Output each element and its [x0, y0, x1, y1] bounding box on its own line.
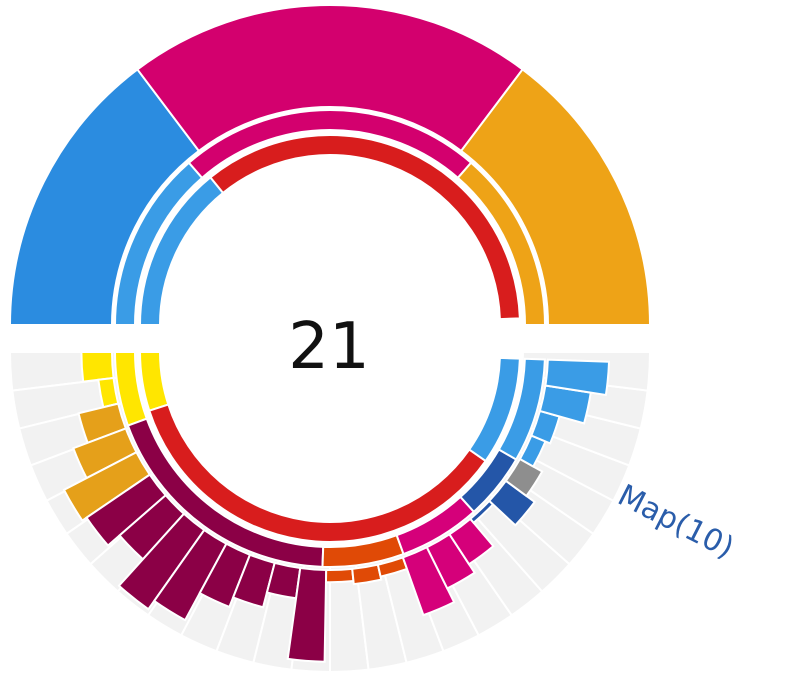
top-ring-layer	[8, 4, 652, 326]
center-value: 21	[288, 310, 370, 384]
top-segment-2[interactable]	[136, 4, 524, 153]
bottom-middle-segment-6[interactable]	[497, 357, 546, 461]
bottom-bar-15[interactable]	[351, 563, 383, 586]
bottom-bar-layer	[62, 351, 611, 663]
top-segment-8[interactable]	[209, 134, 521, 321]
bottom-bar-26[interactable]	[544, 358, 611, 397]
bottom-inner-segment-3[interactable]	[467, 356, 521, 463]
bottom-ring-layer	[113, 351, 546, 568]
bottom-bar-1[interactable]	[80, 351, 115, 383]
bottom-bar-14[interactable]	[324, 567, 355, 584]
top-segment-3[interactable]	[459, 68, 652, 326]
top-segment-6[interactable]	[456, 161, 547, 326]
